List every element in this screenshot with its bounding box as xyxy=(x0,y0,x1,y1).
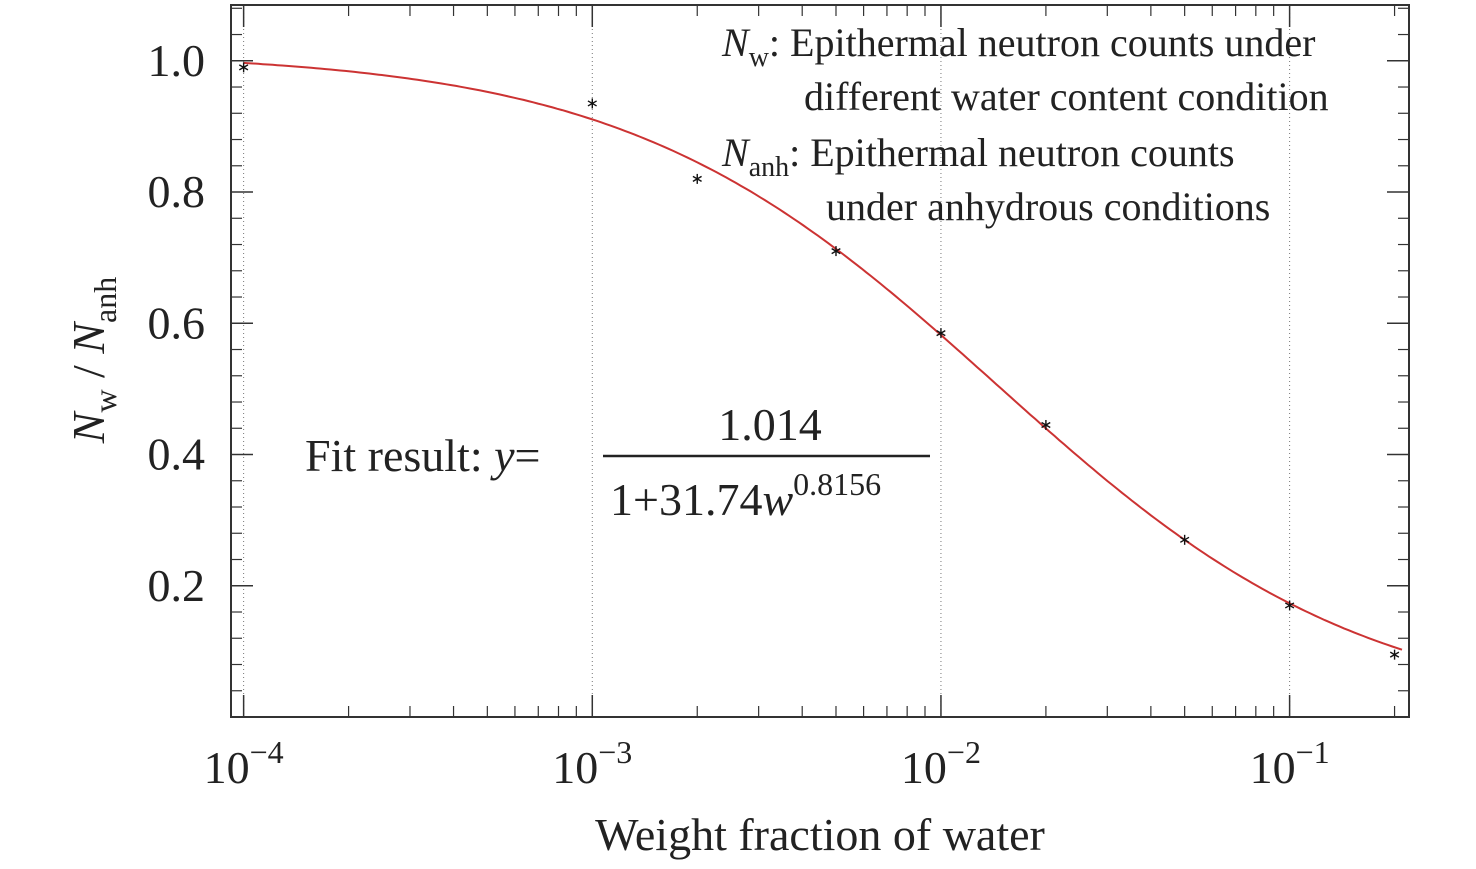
plot-frame xyxy=(230,4,1410,718)
x-tick-label: 10−2 xyxy=(901,734,981,793)
legend: Nw: Epithermal neutron counts underdiffe… xyxy=(721,20,1329,229)
data-point xyxy=(692,173,702,184)
tick-layer xyxy=(231,5,1409,717)
data-point-stroke xyxy=(1389,651,1400,658)
legend-entry-line2: under anhydrous conditions xyxy=(826,184,1270,229)
data-point xyxy=(1041,419,1051,430)
data-point-layer xyxy=(238,62,1400,660)
data-point-stroke xyxy=(1179,536,1190,543)
legend-entry-line1: Nanh: Epithermal neutron counts xyxy=(721,130,1235,183)
data-point xyxy=(1179,534,1190,545)
x-tick-label: 10−4 xyxy=(204,734,284,793)
data-point-stroke xyxy=(1041,421,1051,429)
fit-denominator: 1+31.74w0.8156 xyxy=(610,466,881,525)
data-point xyxy=(831,246,841,257)
x-axis-title: Weight fraction of water xyxy=(595,809,1045,860)
y-tick-label: 0.8 xyxy=(148,166,206,217)
data-point xyxy=(238,62,249,73)
y-axis-title: Nw / Nanh xyxy=(63,277,123,444)
data-point xyxy=(1389,649,1400,660)
fit-numerator: 1.014 xyxy=(718,399,822,450)
data-point xyxy=(1284,600,1295,611)
fit-prefix: Fit result: y= xyxy=(305,430,541,481)
y-tick-label: 1.0 xyxy=(148,35,206,86)
data-point-stroke xyxy=(936,330,946,337)
legend-entry-line1: Nw: Epithermal neutron counts under xyxy=(721,20,1315,73)
data-point xyxy=(936,328,946,339)
fit-equation: Fit result: y= 1.014 1+31.74w0.8156 xyxy=(305,399,930,525)
legend-entry-line2: different water content condition xyxy=(804,74,1329,119)
data-point-stroke xyxy=(692,175,702,183)
x-tick-label: 10−1 xyxy=(1250,734,1330,793)
data-point-stroke xyxy=(831,247,841,255)
grid-layer xyxy=(243,5,1291,717)
fit-curve xyxy=(243,61,1403,651)
data-point xyxy=(587,98,597,109)
data-point-stroke xyxy=(238,64,249,71)
data-point-stroke xyxy=(1284,602,1295,609)
data-point-stroke xyxy=(587,100,597,107)
y-tick-label: 0.4 xyxy=(148,429,206,480)
y-tick-label: 0.2 xyxy=(148,560,206,611)
x-tick-label: 10−3 xyxy=(552,734,632,793)
tick-label-layer: 0.2 0.4 0.6 0.8 1.0 10−4 10−3 10−2 10−1 xyxy=(148,35,1330,793)
y-tick-label: 0.6 xyxy=(148,297,206,348)
